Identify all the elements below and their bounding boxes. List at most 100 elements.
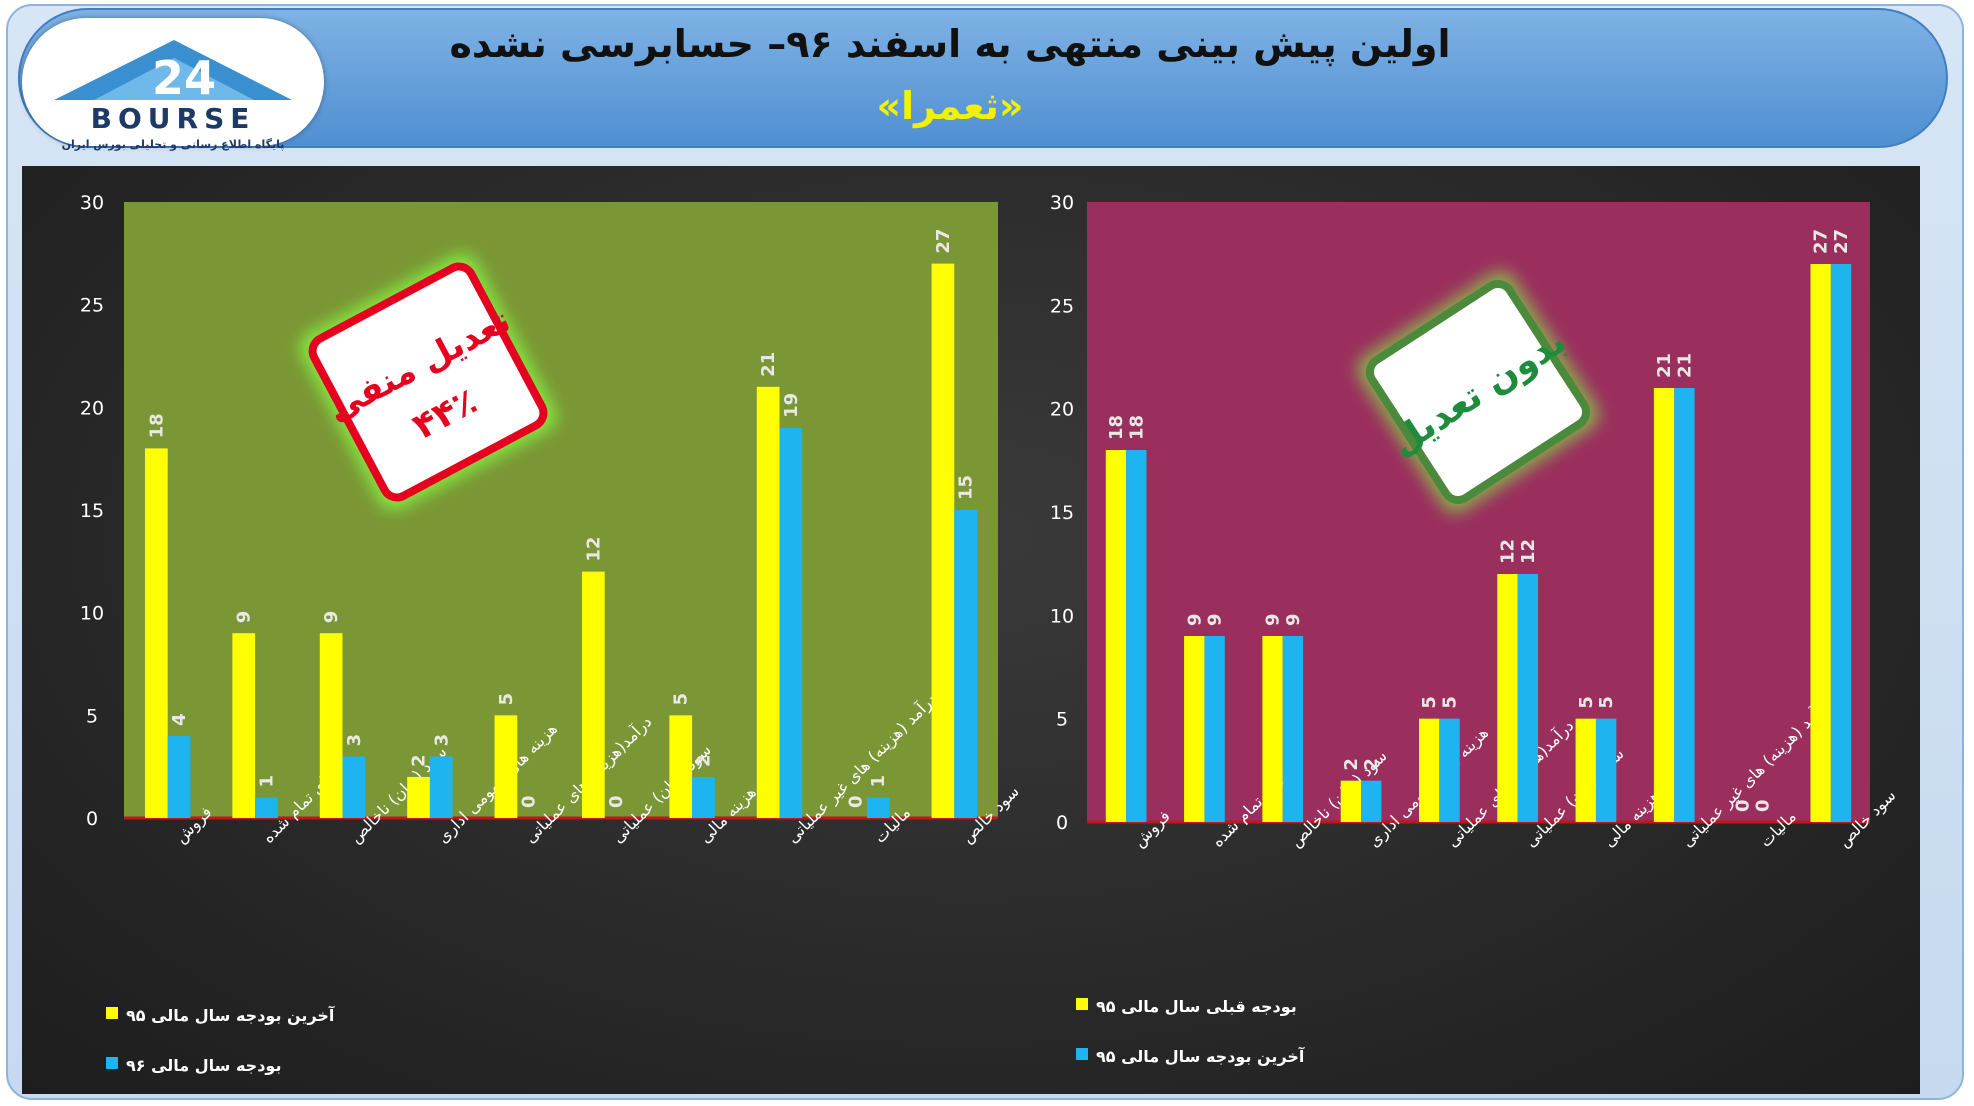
right-bar-yellow [1653,388,1675,822]
left-data-label: 0 [846,795,867,808]
right-data-label: 0 [1732,799,1753,812]
left-bar-blue [779,427,803,818]
right-bar-yellow [1340,780,1362,822]
left-bar-yellow [494,715,518,818]
left-legend-swatch [106,1007,118,1019]
right-bar-yellow [1105,450,1127,822]
right-bar-yellow [1810,264,1831,822]
logo-mountain-icon: 24 [54,40,292,105]
left-legend-label: بودجه سال مالی ۹۶ [126,1056,281,1075]
left-bar-blue [429,756,453,818]
logo-word: BOURSE [90,102,256,135]
left-data-label: 9 [234,611,255,624]
right-y-tick-label: 0 [1056,812,1068,834]
left-bar-blue [866,797,890,818]
right-data-label: 27 [1831,229,1852,254]
right-data-label: 12 [1497,539,1518,564]
right-data-label: 5 [1576,696,1597,709]
right-data-label: 9 [1205,613,1226,626]
left-legend-label: آخرین بودجه سال مالی ۹۵ [126,1005,335,1025]
right-data-label: 2 [1361,758,1382,771]
left-bar-blue [342,756,366,818]
right-legend-swatch [1076,998,1088,1010]
left-data-label: 9 [321,611,342,624]
logo: 24 BOURSE پایگاه اطلاع رسانی و تحلیلی بو… [22,18,324,151]
left-bar-blue [692,776,715,818]
left-y-tick-label: 0 [86,808,98,830]
right-bar-yellow [1418,718,1440,822]
left-y-tick-label: 30 [80,192,104,214]
right-bar-yellow [1575,718,1596,822]
right-data-label: 5 [1419,696,1440,709]
right-y-tick-label: 15 [1050,502,1074,524]
right-y-tick-label: 30 [1050,192,1074,214]
right-data-label: 5 [1596,696,1617,709]
right-bar-blue [1204,636,1225,822]
left-data-label: 19 [781,393,802,418]
right-bar-blue [1830,264,1852,822]
right-data-label: 9 [1184,613,1205,626]
left-data-label: 5 [496,693,517,706]
left-y-tick-label: 5 [86,705,98,727]
right-data-label: 12 [1518,539,1539,564]
right-bar-blue [1439,718,1460,822]
right-adjustment-badge: بدون تعدیل [1356,270,1600,514]
left-bar-yellow [581,571,605,818]
right-bar-yellow [1262,636,1283,822]
page-title: اولین پیش بینی منتهی به اسفند ۹۶– حسابرس… [449,22,1451,66]
left-y-tick-label: 25 [80,295,104,317]
left-plot-area [124,202,998,818]
right-data-label: 27 [1811,229,1832,254]
left-bar-yellow [407,776,430,818]
right-legend-label: آخرین بودجه سال مالی ۹۵ [1096,1046,1305,1066]
right-y-tick-label: 10 [1050,605,1074,627]
left-bar-blue [255,797,278,818]
left-data-label: 2 [693,754,714,767]
right-data-label: 5 [1440,696,1461,709]
right-bar-blue [1361,780,1382,822]
left-bar-yellow [756,386,780,818]
right-bar-yellow [1497,574,1518,822]
right-y-tick-label: 20 [1050,399,1074,421]
left-data-label: 1 [256,775,277,788]
left-bar-yellow [319,633,343,818]
left-legend-swatch [106,1057,118,1069]
left-data-label: 3 [344,734,365,747]
left-bar-yellow [669,715,693,818]
right-data-label: 18 [1126,415,1147,440]
right-bar-blue [1126,450,1147,822]
left-data-label: 27 [933,229,954,254]
left-data-label: 2 [409,754,430,767]
right-bar-yellow [1184,636,1205,822]
right-data-label: 21 [1654,353,1675,378]
logo-tagline: پایگاه اطلاع رسانی و تحلیلی بورس ایران [61,138,285,151]
right-bar-blue [1595,718,1617,822]
right-legend-swatch [1076,1048,1088,1060]
left-data-label: 4 [169,713,190,726]
right-y-tick-label: 5 [1056,709,1068,731]
left-data-label: 18 [146,413,167,438]
left-y-tick-label: 15 [80,500,104,522]
right-y-tick-label: 25 [1050,295,1074,317]
left-bar-yellow [931,263,955,819]
right-bar-blue [1674,388,1695,822]
right-data-label: 0 [1753,799,1774,812]
left-data-label: 3 [431,734,452,747]
header-banner [18,8,1948,148]
left-bar-blue [167,735,191,818]
company-symbol-title: «ثعمرا» [876,84,1024,128]
left-data-label: 5 [671,693,692,706]
right-data-label: 18 [1106,415,1127,440]
left-data-label: 15 [956,475,977,500]
right-legend-label: بودجه قبلی سال مالی ۹۵ [1096,997,1297,1016]
svg-text:24: 24 [152,51,216,105]
right-data-label: 2 [1341,758,1362,771]
left-data-label: 0 [519,795,540,808]
left-data-label: 0 [606,795,627,808]
left-data-label: 12 [583,537,604,562]
right-data-label: 9 [1263,613,1284,626]
right-bar-blue [1282,636,1304,822]
left-y-tick-label: 10 [80,603,104,625]
